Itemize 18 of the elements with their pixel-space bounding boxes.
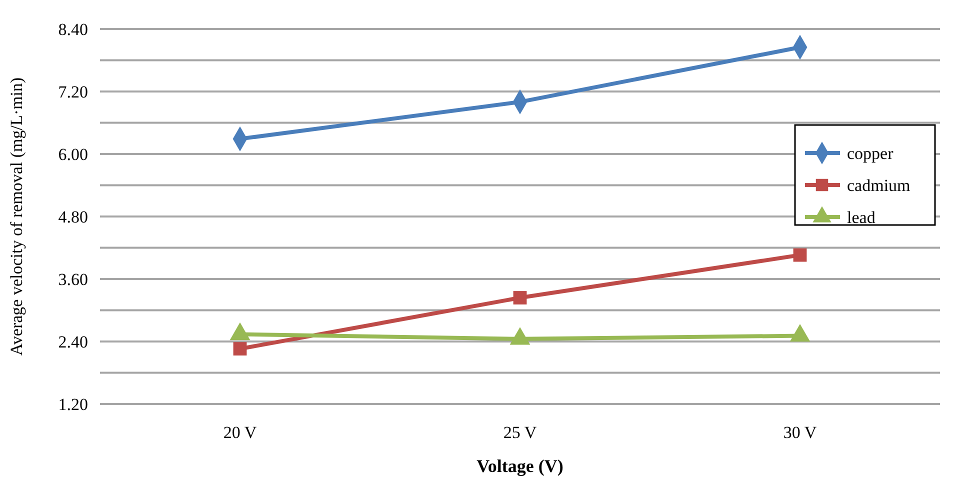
- point: [790, 324, 810, 342]
- x-tick-label: 30 V: [783, 423, 818, 442]
- y-tick-label: 7.20: [58, 82, 88, 102]
- y-tick-label: 3.60: [58, 270, 88, 289]
- legend-label: cadmium: [847, 176, 910, 195]
- y-axis-title: Average velocity of removal (mg/L·min): [7, 77, 26, 356]
- y-tick-label: 8.40: [58, 20, 88, 39]
- y-tick-label: 1.20: [58, 394, 88, 414]
- legend-label: copper: [847, 144, 894, 163]
- y-tick-label: 4.80: [58, 207, 88, 226]
- point: [510, 327, 530, 345]
- x-tick-label: 20 V: [223, 423, 258, 442]
- x-axis-title: Voltage (V): [476, 456, 564, 476]
- y-tick-label: 2.40: [58, 332, 88, 352]
- y-tick-label: 6.00: [58, 144, 88, 164]
- x-tick-label: 25 V: [503, 423, 538, 442]
- legend-label: lead: [847, 208, 876, 227]
- point: [230, 322, 250, 340]
